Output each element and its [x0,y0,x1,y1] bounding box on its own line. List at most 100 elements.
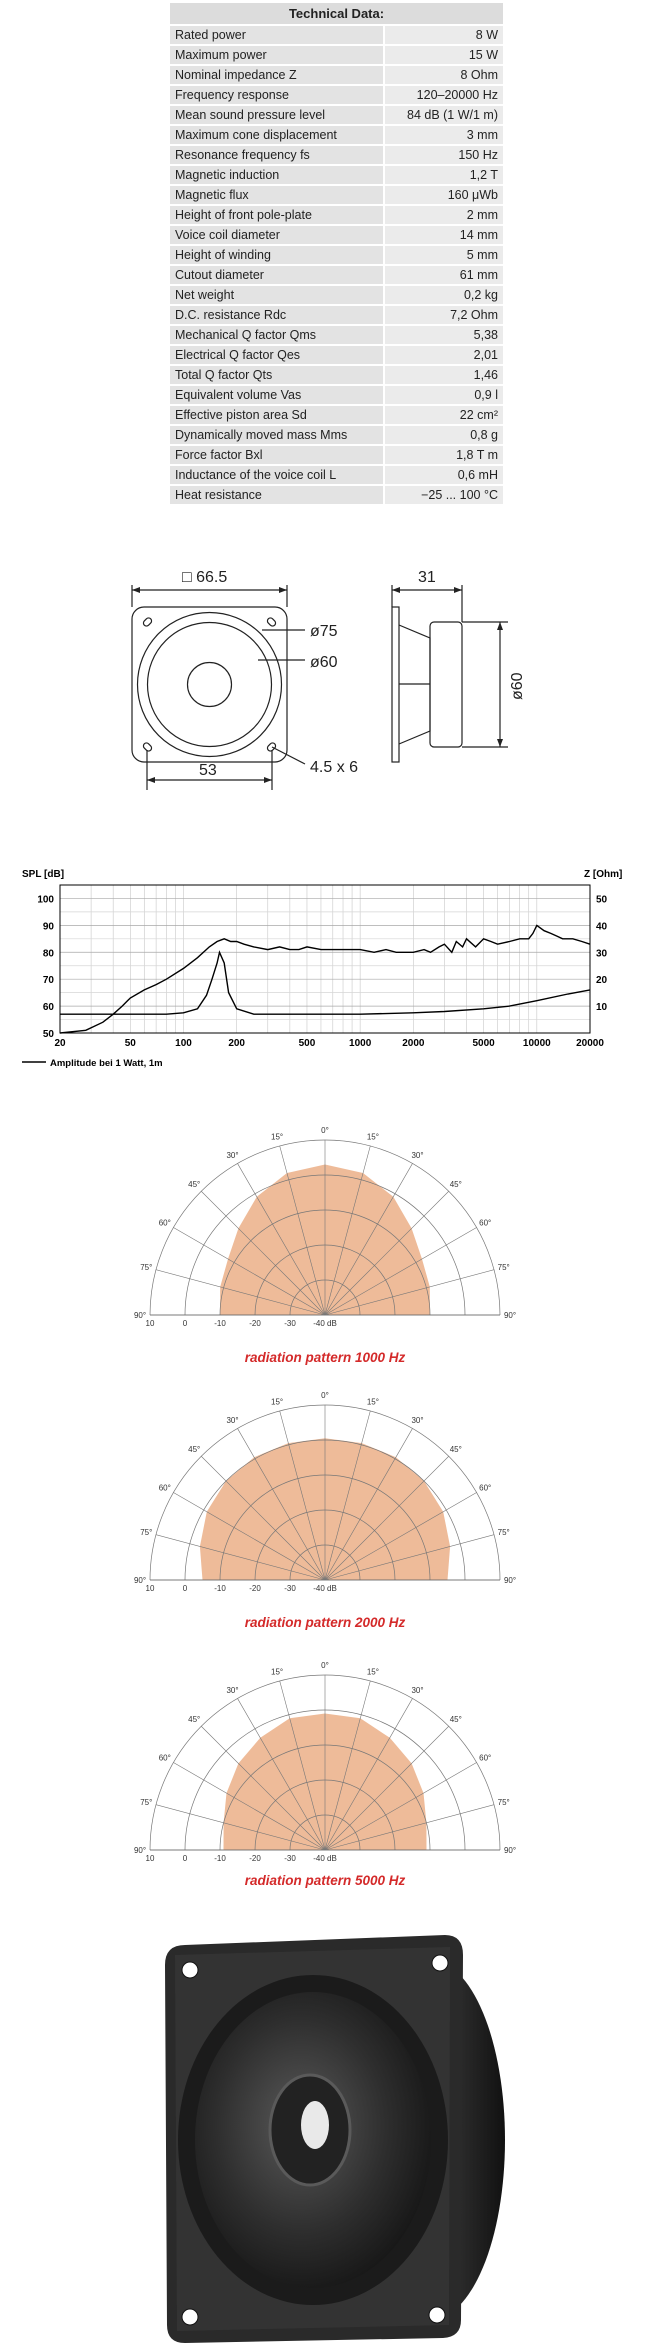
hole-size-label: 4.5 x 6 [310,759,358,776]
table-body: Rated power 8 W Maximum power 15 W Nominal i… [170,26,503,506]
radiation-pattern-2000hz-chart: 0°15°15°30°30°45°45°60°60°75°75°90°90°10… [134,1391,516,1593]
y2-tick-label: 30 [596,948,608,959]
angle-label: 30° [226,1416,238,1425]
angle-label: 30° [226,1151,238,1160]
legend-label: Amplitude bei 1 Watt, 1m [50,1058,163,1069]
angle-label: 75° [498,1798,510,1807]
range-label: -20 [249,1319,261,1328]
row-label: Height of front pole-plate [170,205,384,226]
row-label: D.C. resistance Rdc [170,305,384,326]
row-value: 150 Hz [382,145,503,166]
row-label: Electrical Q factor Qes [170,345,384,366]
row-label: Dynamically moved mass Mms [170,425,384,446]
angle-label: 15° [271,1397,283,1406]
angle-label: 60° [159,1754,171,1763]
mount-hole [431,1954,449,1972]
angle-label: 60° [479,1754,491,1763]
table-row: Magnetic flux 160 μWb [170,185,503,206]
row-label: Mean sound pressure level [170,105,384,126]
table-row: Electrical Q factor Qes 2,01 [170,345,503,366]
range-label: 0 [183,1584,188,1593]
x-tick-label: 20000 [576,1038,604,1049]
angle-label: 15° [367,1397,379,1406]
row-label: Nominal impedance Z [170,65,384,86]
table-row: Mechanical Q factor Qms 5,38 [170,325,503,346]
row-label: Equivalent volume Vas [170,385,384,406]
outer-dia-label: ø75 [310,623,338,640]
row-value: 5,38 [382,325,503,346]
y-tick-label: 60 [43,1002,55,1013]
range-label: 10 [146,1854,155,1863]
row-label: Total Q factor Qts [170,365,384,386]
x-tick-label: 200 [228,1038,245,1049]
angle-label: 90° [504,1576,516,1585]
y-tick-label: 50 [43,1029,55,1040]
range-label: -40 dB [313,1854,337,1863]
polar-spoke [237,1428,326,1581]
front-outer-circle [136,611,283,758]
frequency-response-chart: SPL [dB] Z [Ohm] 20 50 100 200 500 1000 2000 50… [22,869,622,1069]
row-label: Cutout diameter [170,265,384,286]
range-label: -30 [284,1854,296,1863]
front-frame [131,606,288,763]
polar-spoke [324,1410,371,1581]
range-label: -10 [214,1584,226,1593]
range-label: -20 [249,1854,261,1863]
x-tick-label: 100 [175,1038,192,1049]
range-label: -30 [284,1584,296,1593]
polar-spoke [324,1726,449,1851]
row-label: Maximum power [170,45,384,66]
polar-spoke [324,1191,449,1316]
y-tick-label: 100 [37,894,54,905]
angle-label: 60° [479,1484,491,1493]
table-row: Force factor Bxl 1,8 T m [170,445,503,466]
row-label: Frequency response [170,85,384,106]
range-label: -40 dB [313,1319,337,1328]
row-label: Heat resistance [170,485,384,506]
angle-label: 90° [134,1311,146,1320]
range-label: 0 [183,1319,188,1328]
y2-axis-title: Z [Ohm] [584,869,622,880]
row-label: Resonance frequency fs [170,145,384,166]
polar-spoke [279,1410,326,1581]
y2-tick-label: 20 [596,975,608,986]
polar-spoke [279,1145,326,1316]
row-value: 84 dB (1 W/1 m) [382,105,503,126]
table-row: Mean sound pressure level 84 dB (1 W/1 m) [170,105,503,126]
row-value: 1,46 [382,365,503,386]
mount-hole [142,617,153,627]
spl-series-line [59,924,591,1034]
polar-spoke [324,1492,477,1581]
row-label: Magnetic induction [170,165,384,186]
range-label: -10 [214,1319,226,1328]
row-value: 0,2 kg [382,285,503,306]
radiation-pattern-1000hz-chart: 0°15°15°30°30°45°45°60°60°75°75°90°90°10… [134,1126,516,1328]
table-title: Technical Data: [170,3,503,26]
polar-spoke [173,1762,326,1851]
polar-spoke [155,1534,326,1581]
row-label: Voice coil diameter [170,225,384,246]
row-value: 160 μWb [382,185,503,206]
y-tick-label: 80 [43,948,55,959]
row-value: 0,9 l [382,385,503,406]
row-value: 14 mm [382,225,503,246]
row-label: Height of winding [170,245,384,266]
range-label: -30 [284,1319,296,1328]
polar-spoke [324,1456,449,1581]
row-value: 1,8 T m [382,445,503,466]
range-label: -20 [249,1584,261,1593]
table-row: Equivalent volume Vas 0,9 l [170,385,503,406]
row-value: 8 Ohm [382,65,503,86]
angle-label: 90° [504,1311,516,1320]
angle-label: 75° [140,1528,152,1537]
angle-label: 0° [321,1126,329,1135]
row-label: Inductance of the voice coil L [170,465,384,486]
row-value: 1,2 T [382,165,503,186]
radiation-pattern-2000hz-caption: radiation pattern 2000 Hz [244,1615,406,1630]
angle-label: 0° [321,1661,329,1670]
polar-spoke [173,1227,326,1316]
range-label: -40 dB [313,1584,337,1593]
polar-spoke [324,1698,413,1851]
side-magnet [429,621,463,748]
